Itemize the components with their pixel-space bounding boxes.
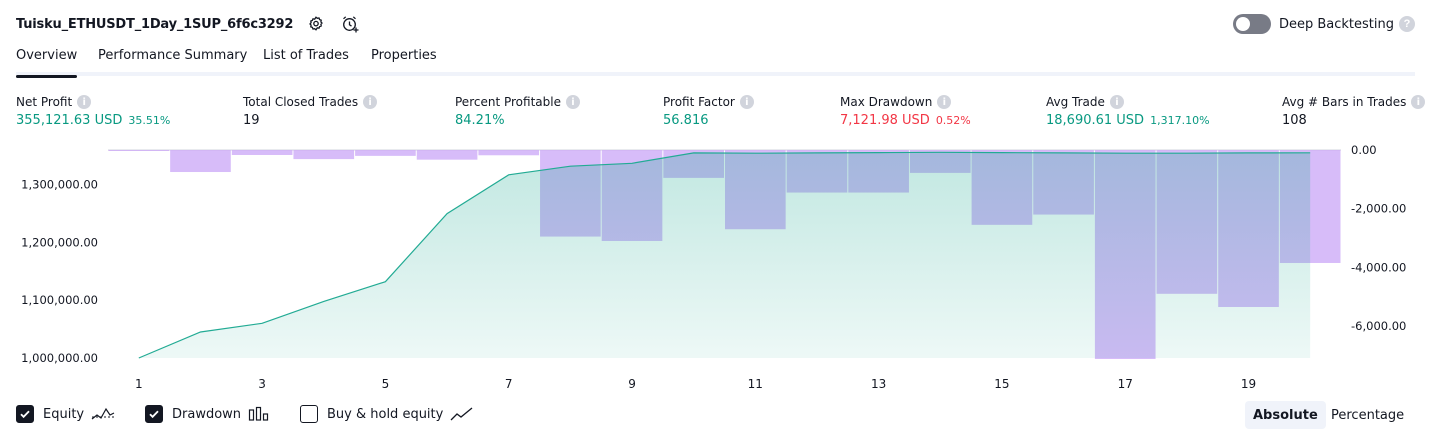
x-axis-tick-label: 17 (1118, 377, 1133, 391)
left-axis-tick-label: 1,000,000.00 (21, 351, 98, 365)
deep-backtesting-toggle[interactable] (1232, 14, 1271, 34)
stat-avg-bars-in-trades: Avg # Bars in Trades i 108 (1282, 94, 1426, 128)
left-axis-tick-label: 1,300,000.00 (21, 178, 98, 192)
deep-backtesting-label: Deep Backtesting (1278, 16, 1394, 32)
legend-drawdown[interactable]: Drawdown (145, 403, 270, 425)
x-axis-tick-label: 13 (871, 377, 886, 391)
x-axis-tick-label: 19 (1241, 377, 1256, 391)
right-axis-tick-label: -2,000.00 (1351, 202, 1406, 216)
x-axis-tick-label: 9 (628, 377, 636, 391)
stat-label: Net Profit (16, 95, 73, 109)
stat-label: Percent Profitable (455, 95, 561, 109)
stat-value: 18,690.61 USD (1046, 113, 1145, 128)
drawdown-bar[interactable] (478, 150, 540, 156)
percentage-button[interactable]: Percentage (1331, 407, 1405, 423)
info-icon[interactable]: i (363, 95, 378, 109)
x-axis-tick-label: 7 (505, 377, 513, 391)
strategy-header: Tuisku_ETHUSDT_1Day_1SUP_6f6c3292 (16, 12, 361, 36)
right-axis-tick-label: -6,000.00 (1351, 319, 1406, 333)
stat-label: Avg # Bars in Trades (1282, 95, 1407, 109)
stat-avg-trade: Avg Trade i 18,690.61 USD 1,317.10% (1046, 94, 1210, 128)
drawdown-bar[interactable] (108, 150, 170, 151)
stat-label: Total Closed Trades (243, 95, 359, 109)
trend-line-icon (450, 406, 474, 422)
stat-label: Max Drawdown (840, 95, 933, 109)
x-axis-tick-label: 11 (748, 377, 763, 391)
strategy-title: Tuisku_ETHUSDT_1Day_1SUP_6f6c3292 (16, 16, 294, 32)
right-axis-tick-label: 0.00 (1351, 143, 1377, 157)
stat-label: Profit Factor (663, 95, 735, 109)
left-axis-tick-label: 1,200,000.00 (21, 235, 98, 249)
equity-line-icon (91, 406, 115, 422)
stat-total-closed-trades: Total Closed Trades i 19 (243, 94, 378, 128)
drawdown-bar[interactable] (293, 150, 355, 160)
toggle-knob (1235, 17, 1250, 31)
bar-chart-icon (248, 406, 270, 422)
stat-percent: 1,317.10% (1150, 114, 1210, 127)
x-axis-tick-label: 1 (135, 377, 143, 391)
tab-properties[interactable]: Properties (371, 48, 437, 63)
left-axis-tick-label: 1,100,000.00 (21, 293, 98, 307)
stat-value: 84.21% (455, 113, 505, 128)
stat-profit-factor: Profit Factor i 56.816 (663, 94, 754, 128)
drawdown-bar[interactable] (416, 150, 478, 160)
stat-value: 108 (1282, 113, 1307, 128)
gear-icon[interactable] (305, 13, 327, 35)
stat-percent: 0.52% (935, 114, 971, 127)
equity-checkbox[interactable] (16, 405, 34, 423)
drawdown-checkbox[interactable] (145, 405, 163, 423)
stat-value: 19 (243, 113, 260, 128)
help-icon[interactable]: ? (1399, 16, 1415, 32)
tab-list-of-trades[interactable]: List of Trades (263, 48, 349, 63)
tab-performance-summary[interactable]: Performance Summary (98, 48, 248, 63)
right-axis-tick-label: -4,000.00 (1351, 260, 1406, 274)
equity-label: Equity (43, 406, 85, 422)
stat-value: 56.816 (663, 113, 709, 128)
stat-value: 7,121.98 USD (840, 113, 930, 128)
stat-percent-profitable: Percent Profitable i 84.21% (455, 94, 580, 128)
stat-max-drawdown: Max Drawdown i 7,121.98 USD 0.52% (840, 94, 971, 128)
info-icon[interactable]: i (1109, 95, 1124, 109)
info-icon[interactable]: i (739, 95, 754, 109)
info-icon[interactable]: i (1411, 95, 1426, 109)
drawdown-bar[interactable] (170, 150, 231, 173)
x-axis-tick-label: 15 (994, 377, 1009, 391)
drawdown-bar[interactable] (231, 150, 293, 155)
info-icon[interactable]: i (565, 95, 580, 109)
x-axis-tick-label: 3 (258, 377, 266, 391)
legend-equity[interactable]: Equity (16, 403, 115, 425)
stat-net-profit: Net Profit i 355,121.63 USD 35.51% (16, 94, 170, 128)
x-axis-tick-label: 5 (382, 377, 390, 391)
equity-line (138, 151, 1311, 359)
stat-value: 355,121.63 USD (16, 113, 123, 128)
drawdown-label: Drawdown (172, 406, 242, 422)
drawdown-bar[interactable] (355, 150, 416, 156)
buy-hold-label: Buy & hold equity (327, 406, 444, 422)
buy-hold-checkbox[interactable] (300, 405, 318, 423)
info-icon[interactable]: i (937, 95, 952, 109)
stat-percent: 35.51% (128, 114, 171, 127)
alarm-clock-plus-icon[interactable] (339, 13, 361, 35)
info-icon[interactable]: i (77, 95, 92, 109)
deep-backtesting-control: Deep Backtesting ? (1232, 12, 1415, 36)
absolute-button[interactable]: Absolute (1245, 401, 1326, 429)
tab-overview[interactable]: Overview (16, 48, 78, 78)
equity-area (138, 152, 1311, 358)
legend-buy-hold[interactable]: Buy & hold equity (300, 403, 474, 425)
tab-bar: Overview Performance Summary List of Tra… (16, 46, 1415, 78)
equity-drawdown-chart[interactable]: 1,300,000.00 1,200,000.00 1,100,000.00 1,00… (0, 138, 1431, 396)
stat-label: Avg Trade (1046, 95, 1105, 109)
